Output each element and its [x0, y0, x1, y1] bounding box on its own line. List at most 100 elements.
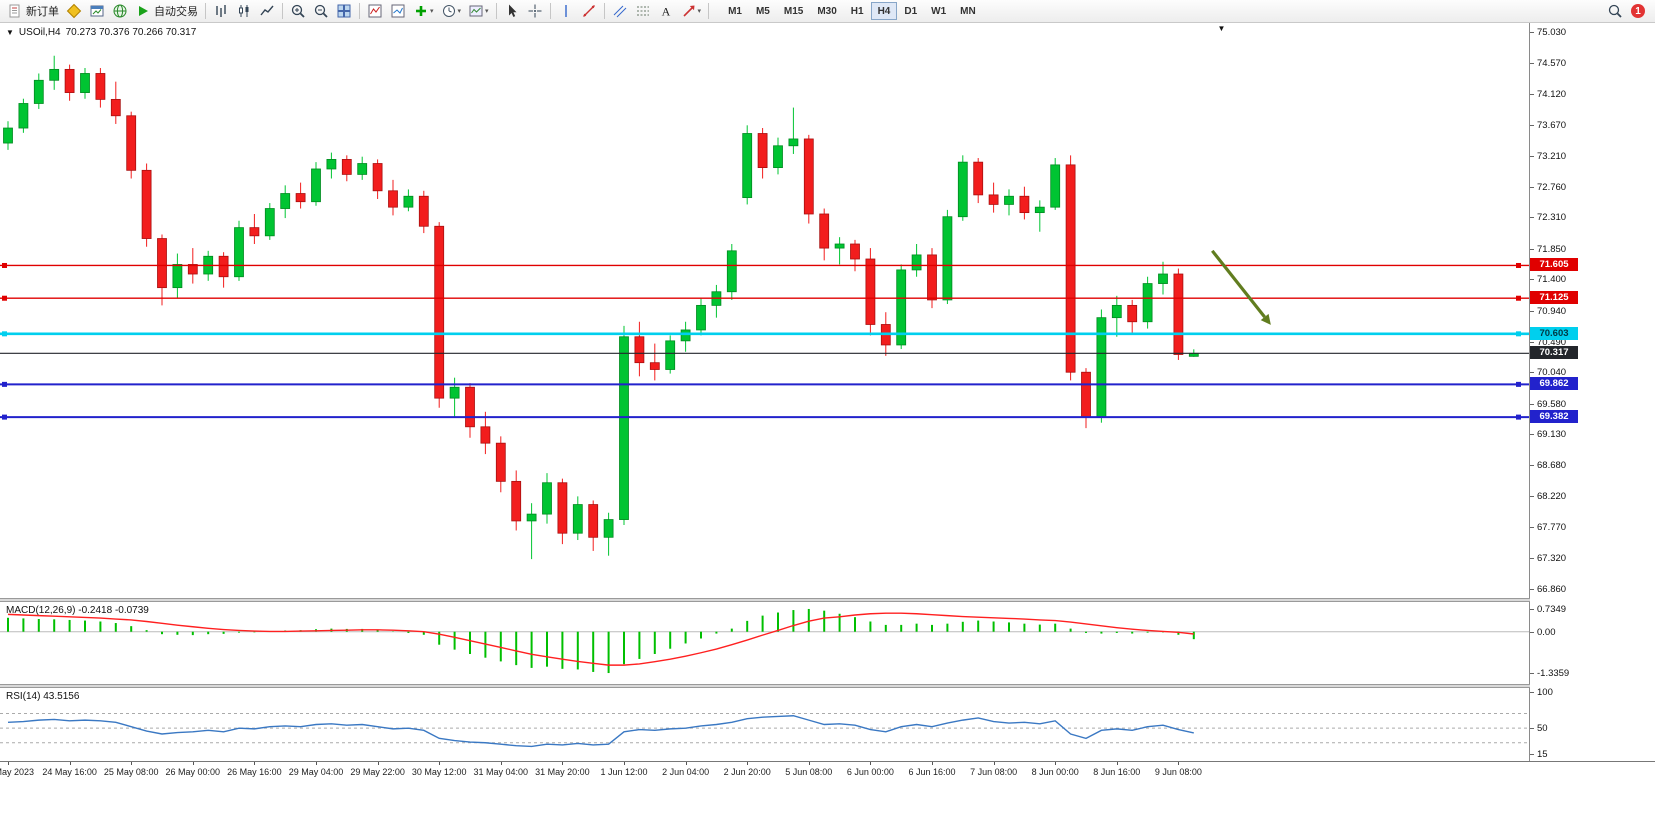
timeframe-M5[interactable]: M5	[749, 2, 777, 20]
candle-body	[850, 243, 860, 260]
timeframe-H1[interactable]: H1	[844, 2, 871, 20]
notification-badge[interactable]: 1	[1631, 4, 1645, 18]
price-tick: 70.490	[1529, 336, 1567, 348]
bar-chart-type-button[interactable]	[210, 1, 232, 21]
line-handle[interactable]	[2, 331, 7, 337]
candle-body	[495, 442, 506, 482]
line-handle[interactable]	[2, 295, 7, 301]
chart-diamond-button[interactable]	[63, 1, 85, 21]
chart-template-button[interactable]: ▾	[465, 1, 492, 21]
time-tick	[1116, 762, 1118, 765]
line-handle[interactable]	[1516, 381, 1521, 387]
timeframe-MN[interactable]: MN	[953, 2, 983, 20]
candle-body	[465, 386, 475, 428]
candle-body	[80, 73, 90, 93]
candle-body	[1050, 164, 1061, 208]
line-handle[interactable]	[1516, 331, 1521, 337]
timeframe-M15[interactable]: M15	[777, 2, 810, 20]
price-axis[interactable]: 75.030 74.570 74.120 73.670 73.210 72.760 72.3…	[1529, 23, 1655, 761]
expand-triangle-icon[interactable]: ▼	[6, 28, 14, 37]
price-badge: 71.125	[1530, 291, 1578, 305]
price-tick: 67.770	[1529, 522, 1567, 534]
timeframe-clock-icon	[442, 5, 455, 17]
line-chart-type-button[interactable]	[256, 1, 278, 21]
rsi-line	[7, 715, 1194, 748]
price-tick: 71.400	[1529, 274, 1567, 286]
auto-trading-button[interactable]: 自动交易	[132, 1, 201, 21]
candle-body	[988, 194, 999, 205]
line-handle[interactable]	[1516, 262, 1521, 268]
timeframe-W1[interactable]: W1	[924, 2, 953, 20]
line-handle[interactable]	[1516, 295, 1521, 301]
time-axis[interactable]: 24 May 2023 24 May 16:00 25 May 08:00 26 Ma…	[0, 761, 1655, 782]
time-tick	[316, 762, 317, 765]
panel-separator[interactable]	[0, 684, 1655, 688]
timeframe-M1[interactable]: M1	[721, 2, 749, 20]
macd-signal-line	[7, 612, 1194, 666]
candle-body	[1004, 195, 1014, 205]
candle-body	[95, 73, 106, 100]
time-label: 6 Jun 16:00	[908, 767, 956, 777]
timeframe-M30[interactable]: M30	[810, 2, 843, 20]
rsi-chart[interactable]	[0, 688, 1529, 761]
trend-arrow[interactable]	[1211, 249, 1266, 318]
cursor-button[interactable]	[501, 1, 523, 21]
timeframe-clock-button[interactable]: ▾	[438, 1, 465, 21]
tile-windows-button[interactable]	[333, 1, 355, 21]
candle-body	[834, 243, 845, 249]
panel-separator[interactable]	[0, 598, 1655, 602]
new-order-button[interactable]: 新订单	[4, 1, 62, 21]
chart-shift-marker-icon[interactable]: ▼	[1217, 24, 1226, 33]
time-label: 29 May 22:00	[350, 767, 405, 777]
candle-body	[249, 227, 260, 237]
candle-body	[1127, 304, 1138, 323]
objects-list-button[interactable]	[387, 1, 409, 21]
profile-button[interactable]	[109, 1, 131, 21]
fibonacci-tool-button[interactable]	[632, 1, 654, 21]
zoom-in-button[interactable]	[287, 1, 309, 21]
candle-body	[295, 193, 306, 203]
line-handle[interactable]	[1516, 414, 1521, 420]
time-tick	[1178, 762, 1180, 765]
price-tick: 75.030	[1529, 26, 1567, 38]
candlestick-type-button[interactable]	[233, 1, 255, 21]
new-order-icon	[9, 4, 20, 18]
zoom-out-button[interactable]	[310, 1, 332, 21]
candle-body	[357, 163, 368, 175]
line-handle[interactable]	[2, 414, 7, 420]
timeframe-H4[interactable]: H4	[870, 2, 898, 20]
channel-tool-button[interactable]	[609, 1, 631, 21]
price-tick: 68.220	[1529, 491, 1567, 503]
price-tick: 70.940	[1529, 305, 1567, 317]
line-handle[interactable]	[2, 262, 7, 268]
crosshair-button[interactable]	[524, 1, 546, 21]
rsi-axis-tick: 50	[1530, 723, 1548, 735]
candle-body	[865, 258, 876, 325]
indicators-button[interactable]	[364, 1, 386, 21]
candle-body	[1034, 206, 1045, 214]
search-button[interactable]	[1604, 1, 1626, 21]
time-tick	[254, 762, 256, 765]
arrows-tool-button[interactable]: ▾	[678, 1, 705, 21]
price-badge: 70.317	[1530, 346, 1578, 360]
macd-chart[interactable]	[0, 602, 1529, 684]
time-tick	[69, 762, 71, 765]
line-handle[interactable]	[2, 381, 7, 387]
vertical-line-tool-button[interactable]	[555, 1, 577, 21]
timeframe-D1[interactable]: D1	[897, 2, 924, 20]
chart-window-button[interactable]	[86, 1, 108, 21]
trendline-tool-button[interactable]	[578, 1, 600, 21]
fibonacci-lines-icon	[636, 6, 649, 16]
price-tick: 72.310	[1529, 212, 1567, 224]
candle-body	[511, 480, 522, 522]
candle-body	[234, 227, 244, 278]
text-tool-button[interactable]: A	[655, 1, 677, 21]
macd-axis-tick: -1.3359	[1529, 668, 1570, 680]
macd-axis-tick: 0.00	[1530, 626, 1556, 638]
candle-body	[1065, 164, 1076, 373]
toolbar: 新订单 自动交易 ▾ ▾	[0, 0, 1655, 23]
candle-body	[280, 193, 291, 209]
add-indicator-button[interactable]: ▾	[410, 1, 437, 21]
price-tick: 69.130	[1529, 429, 1567, 441]
candlestick-chart[interactable]	[0, 23, 1529, 598]
